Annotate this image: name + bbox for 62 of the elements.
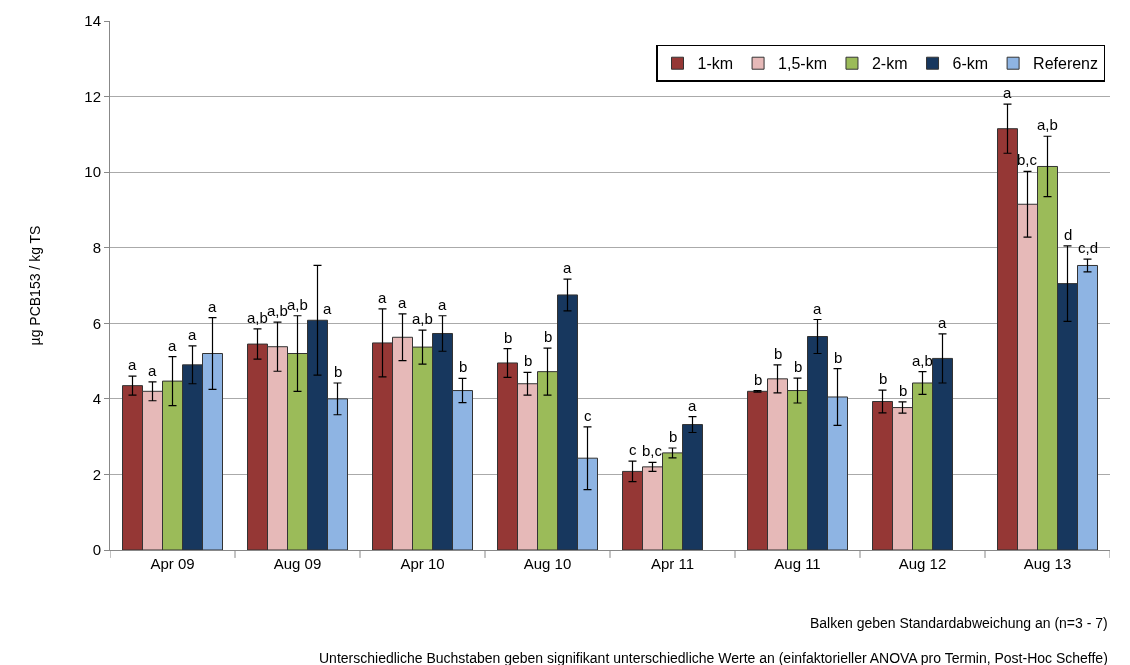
- data-label: a: [378, 289, 387, 306]
- y-axis-title: µg PCB153 / kg TS: [26, 225, 43, 346]
- data-label: b: [544, 328, 553, 345]
- data-label: b: [504, 329, 513, 346]
- x-tick-label: Apr 11: [650, 555, 695, 572]
- x-tick-label: Aug 09: [273, 555, 322, 572]
- legend-label: 1-km: [697, 55, 734, 73]
- data-label: b: [794, 358, 803, 375]
- y-tick-label: 10: [84, 163, 101, 181]
- y-tick-label: 6: [92, 314, 101, 332]
- data-label: a: [128, 356, 137, 373]
- data-label: a: [323, 300, 332, 317]
- data-label: d: [1064, 226, 1073, 243]
- data-label: b: [754, 371, 763, 388]
- legend-label: 6-km: [952, 55, 989, 73]
- data-label: c: [629, 441, 637, 458]
- y-tick-label: 12: [84, 87, 101, 105]
- y-tick-label: 14: [84, 12, 101, 30]
- text: Unterschiedliche Buchstaben geben signifikant unterschiedliche Werte an (einfaktorieller ANOVA pro Termin, Post-Hoc Scheffe): [319, 650, 1108, 665]
- data-label: b: [459, 358, 468, 375]
- data-label: b: [834, 349, 843, 366]
- text: Balken geben Standardabweichung an (n=3 - 7): [810, 615, 1108, 631]
- data-label: a: [688, 397, 697, 414]
- data-label: b: [774, 345, 783, 362]
- x-tick-label: Aug 10: [523, 555, 572, 572]
- y-tick-label: 0: [92, 541, 101, 559]
- data-label: a: [168, 337, 177, 354]
- data-label: a: [148, 362, 157, 379]
- data-label: c: [584, 407, 592, 424]
- data-label: a,b: [247, 309, 268, 326]
- data-label: b: [879, 370, 888, 387]
- data-label: a: [188, 326, 197, 343]
- data-label: a,b: [287, 296, 308, 313]
- data-label: b: [669, 428, 678, 445]
- data-label: a,b: [1037, 116, 1058, 133]
- x-tick-label: Aug 13: [1023, 555, 1072, 572]
- data-label: b,c: [1017, 151, 1038, 168]
- data-label: b: [524, 352, 533, 369]
- data-label: b: [899, 382, 908, 399]
- data-label: a: [398, 294, 407, 311]
- data-label: a: [438, 296, 447, 313]
- legend-label: 1,5-km: [778, 55, 827, 73]
- data-label: a: [813, 300, 822, 317]
- legend-label: Referenz: [1033, 55, 1099, 73]
- data-label: b,c: [642, 442, 663, 459]
- data-label: a: [938, 314, 947, 331]
- y-tick-label: 4: [92, 390, 101, 408]
- data-label: a,b: [412, 310, 433, 327]
- data-label: a: [208, 298, 217, 315]
- data-label: a: [1003, 84, 1012, 101]
- data-label: b: [334, 363, 343, 380]
- legend-label: 2-km: [871, 55, 908, 73]
- x-tick-label: Apr 09: [150, 555, 195, 572]
- data-label: c,d: [1078, 239, 1099, 256]
- y-tick-label: 8: [92, 238, 101, 256]
- x-tick-label: Aug 12: [898, 555, 947, 572]
- y-tick-label: 2: [92, 465, 101, 483]
- data-label: a: [563, 259, 572, 276]
- x-tick-label: Aug 11: [774, 555, 821, 572]
- x-tick-label: Apr 10: [400, 555, 445, 572]
- data-label: a,b: [267, 302, 288, 319]
- data-label: a,b: [912, 352, 933, 369]
